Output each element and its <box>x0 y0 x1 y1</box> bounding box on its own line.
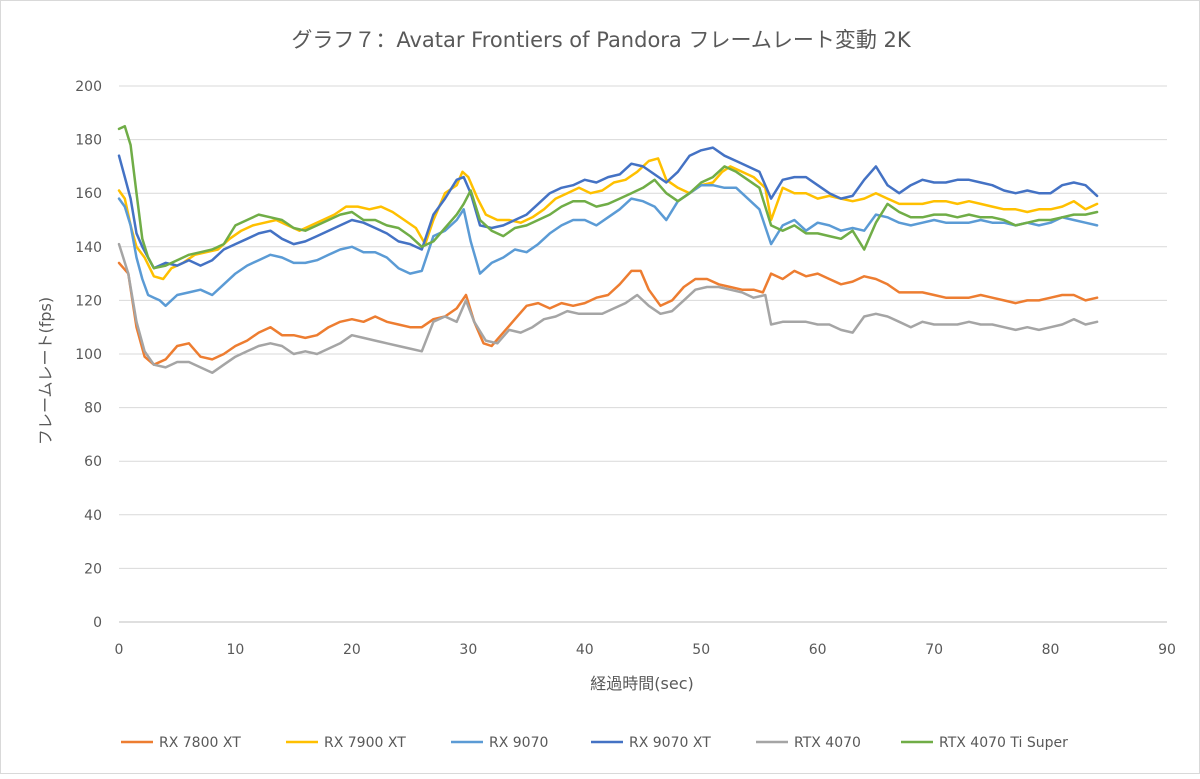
series-line-2 <box>117 157 1099 281</box>
y-axis-ticks: 0 20 40 60 80 100 120 140 160 180 200 <box>75 79 102 631</box>
legend-label: RX 7900 XT <box>324 735 406 751</box>
y-tick-label: 100 <box>75 347 102 363</box>
series-line-4 <box>117 146 1099 270</box>
x-tick-label: 70 <box>925 642 943 658</box>
x-tick-label: 10 <box>227 642 245 658</box>
y-tick-label: 40 <box>84 508 102 524</box>
x-tick-label: 50 <box>692 642 710 658</box>
series-line-1 <box>117 261 1099 366</box>
y-axis-label: フレームレート(fps) <box>36 297 55 445</box>
legend-label: RX 9070 <box>489 735 548 751</box>
x-axis-ticks: 0 10 20 30 40 50 60 70 80 90 <box>115 642 1176 658</box>
y-tick-label: 0 <box>93 615 102 631</box>
x-tick-label: 0 <box>115 642 124 658</box>
y-tick-label: 180 <box>75 133 102 149</box>
x-tick-label: 20 <box>343 642 361 658</box>
legend-label: RTX 4070 <box>794 735 861 751</box>
y-tick-label: 140 <box>75 240 102 256</box>
chart-title: グラフ７：Avatar Frontiers of Pandora フレームレート… <box>291 28 912 52</box>
legend-label: RTX 4070 Ti Super <box>939 735 1068 751</box>
x-tick-label: 90 <box>1158 642 1176 658</box>
legend: RX 7800 XT RX 7900 XT RX 9070 RX 9070 XT RTX… <box>121 735 1068 751</box>
y-tick-label: 60 <box>84 454 102 470</box>
y-tick-label: 200 <box>75 79 102 95</box>
legend-label: RX 9070 XT <box>629 735 711 751</box>
x-tick-label: 30 <box>459 642 477 658</box>
y-tick-label: 80 <box>84 401 102 417</box>
y-tick-label: 120 <box>75 293 102 309</box>
x-tick-label: 80 <box>1042 642 1060 658</box>
x-tick-label: 60 <box>809 642 827 658</box>
x-tick-label: 40 <box>576 642 594 658</box>
series-line-3 <box>117 183 1099 308</box>
y-tick-label: 20 <box>84 561 102 577</box>
series-lines <box>117 124 1099 375</box>
x-axis-label: 経過時間(sec) <box>590 674 693 693</box>
y-tick-label: 160 <box>75 186 102 202</box>
series-line-5 <box>117 242 1099 375</box>
legend-label: RX 7800 XT <box>159 735 241 751</box>
series-line-6 <box>117 124 1099 270</box>
